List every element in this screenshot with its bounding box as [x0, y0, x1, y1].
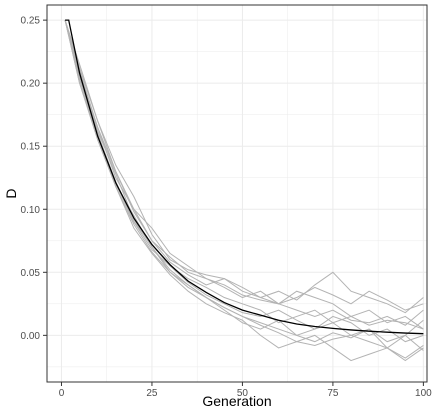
simulation-line-7 — [64, 20, 424, 349]
y-tick-label: 0.20 — [21, 79, 41, 90]
theory-curve-group — [65, 19, 424, 335]
x-tick-label: 50 — [237, 388, 249, 399]
x-tick-label: 0 — [59, 388, 65, 399]
y-axis-title: D — [3, 188, 19, 198]
simulation-line-8 — [64, 20, 424, 311]
x-tick-label: 100 — [415, 388, 432, 399]
y-tick-label: 0.15 — [21, 142, 41, 153]
y-tick-label: 0.25 — [21, 16, 41, 27]
y-tick-label: 0.00 — [21, 331, 41, 342]
x-axis-title: Generation — [202, 393, 271, 409]
x-tick-label: 75 — [327, 388, 339, 399]
x-axis: 0 25 50 75 100 — [59, 382, 432, 399]
theory-curve — [65, 19, 424, 335]
x-tick-label: 25 — [146, 388, 158, 399]
y-tick-label: 0.05 — [21, 268, 41, 279]
panel-border — [46, 4, 428, 383]
y-tick-label: 0.10 — [21, 205, 41, 216]
simulation-lines — [64, 19, 424, 362]
y-axis: 0.00 0.05 0.10 0.15 0.20 0.25 — [21, 16, 47, 342]
simulation-line-4 — [64, 20, 424, 362]
grid — [47, 5, 427, 382]
